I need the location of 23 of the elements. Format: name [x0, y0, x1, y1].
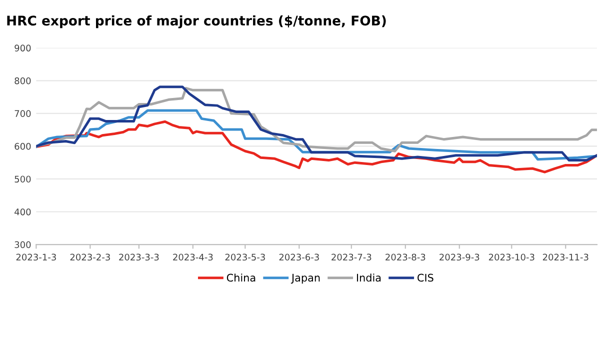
x-tick-label: 2023-10-3 [488, 254, 534, 261]
x-tick-label: 2023-8-3 [386, 254, 426, 261]
y-tick-label: 400 [14, 208, 31, 216]
x-tick-label: 2023-1-3 [16, 254, 56, 261]
legend-label: CIS [418, 274, 434, 282]
x-tick-label: 2023-4-3 [173, 254, 213, 261]
y-tick-label: 600 [14, 142, 31, 150]
x-tick-label: 2023-2-3 [70, 254, 110, 261]
legend-label: India [356, 274, 381, 282]
y-tick-label: 700 [14, 110, 31, 117]
x-tick-label: 2023-11-3 [542, 254, 588, 261]
x-tick-label: 2023-6-3 [279, 254, 319, 261]
legend-label: China [226, 274, 256, 282]
x-tick-label: 2023-9-3 [440, 254, 480, 261]
chart-title: HRC export price of major countries ($/tonne, FOB) [7, 15, 386, 28]
x-tick-label: 2023-5-3 [225, 254, 265, 261]
y-tick-label: 500 [14, 176, 31, 183]
legend-label: Japan [290, 274, 320, 284]
x-tick-label: 2023-7-3 [332, 254, 372, 261]
y-tick-label: 800 [14, 77, 31, 84]
x-tick-label: 2023-3-3 [119, 254, 159, 261]
y-tick-label: 300 [14, 241, 31, 248]
y-tick-label: 900 [14, 44, 31, 52]
